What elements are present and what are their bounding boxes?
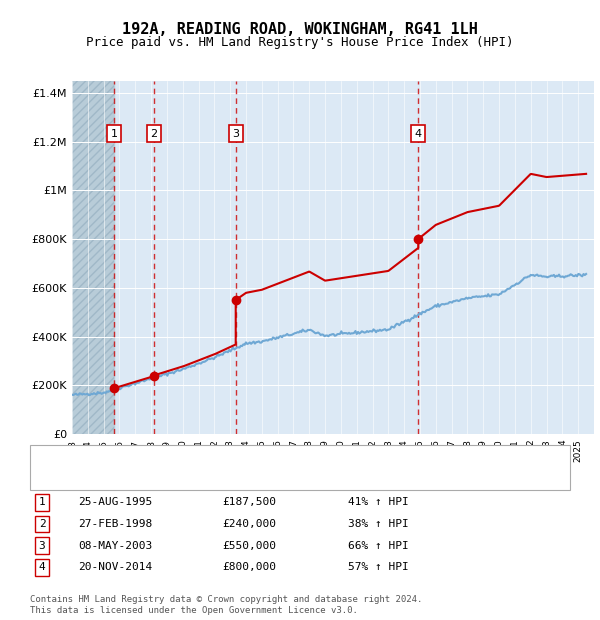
Text: £550,000: £550,000 — [222, 541, 276, 551]
Text: 1: 1 — [38, 497, 46, 507]
Bar — [72, 81, 114, 434]
Bar — [72, 81, 114, 434]
Text: HPI: Average price, detached house, Wokingham: HPI: Average price, detached house, Woki… — [117, 471, 398, 481]
Text: 192A, READING ROAD, WOKINGHAM, RG41 1LH (detached house): 192A, READING ROAD, WOKINGHAM, RG41 1LH … — [117, 452, 467, 462]
Text: 4: 4 — [38, 562, 46, 572]
Text: 57% ↑ HPI: 57% ↑ HPI — [348, 562, 409, 572]
Text: £800,000: £800,000 — [222, 562, 276, 572]
Text: ─────: ───── — [60, 470, 97, 482]
Text: 20-NOV-2014: 20-NOV-2014 — [78, 562, 152, 572]
Text: 1: 1 — [110, 128, 118, 139]
Text: 66% ↑ HPI: 66% ↑ HPI — [348, 541, 409, 551]
Text: 27-FEB-1998: 27-FEB-1998 — [78, 519, 152, 529]
Text: 2: 2 — [38, 519, 46, 529]
Text: 192A, READING ROAD, WOKINGHAM, RG41 1LH: 192A, READING ROAD, WOKINGHAM, RG41 1LH — [122, 22, 478, 37]
Text: 25-AUG-1995: 25-AUG-1995 — [78, 497, 152, 507]
Text: 38% ↑ HPI: 38% ↑ HPI — [348, 519, 409, 529]
Text: 3: 3 — [232, 128, 239, 139]
Text: Price paid vs. HM Land Registry's House Price Index (HPI): Price paid vs. HM Land Registry's House … — [86, 36, 514, 49]
Text: Contains HM Land Registry data © Crown copyright and database right 2024.
This d: Contains HM Land Registry data © Crown c… — [30, 595, 422, 614]
Text: ─────: ───── — [60, 451, 97, 463]
Text: 08-MAY-2003: 08-MAY-2003 — [78, 541, 152, 551]
Text: 4: 4 — [415, 128, 422, 139]
Text: 2: 2 — [150, 128, 157, 139]
Text: 41% ↑ HPI: 41% ↑ HPI — [348, 497, 409, 507]
Text: £240,000: £240,000 — [222, 519, 276, 529]
Text: £187,500: £187,500 — [222, 497, 276, 507]
Text: 3: 3 — [38, 541, 46, 551]
